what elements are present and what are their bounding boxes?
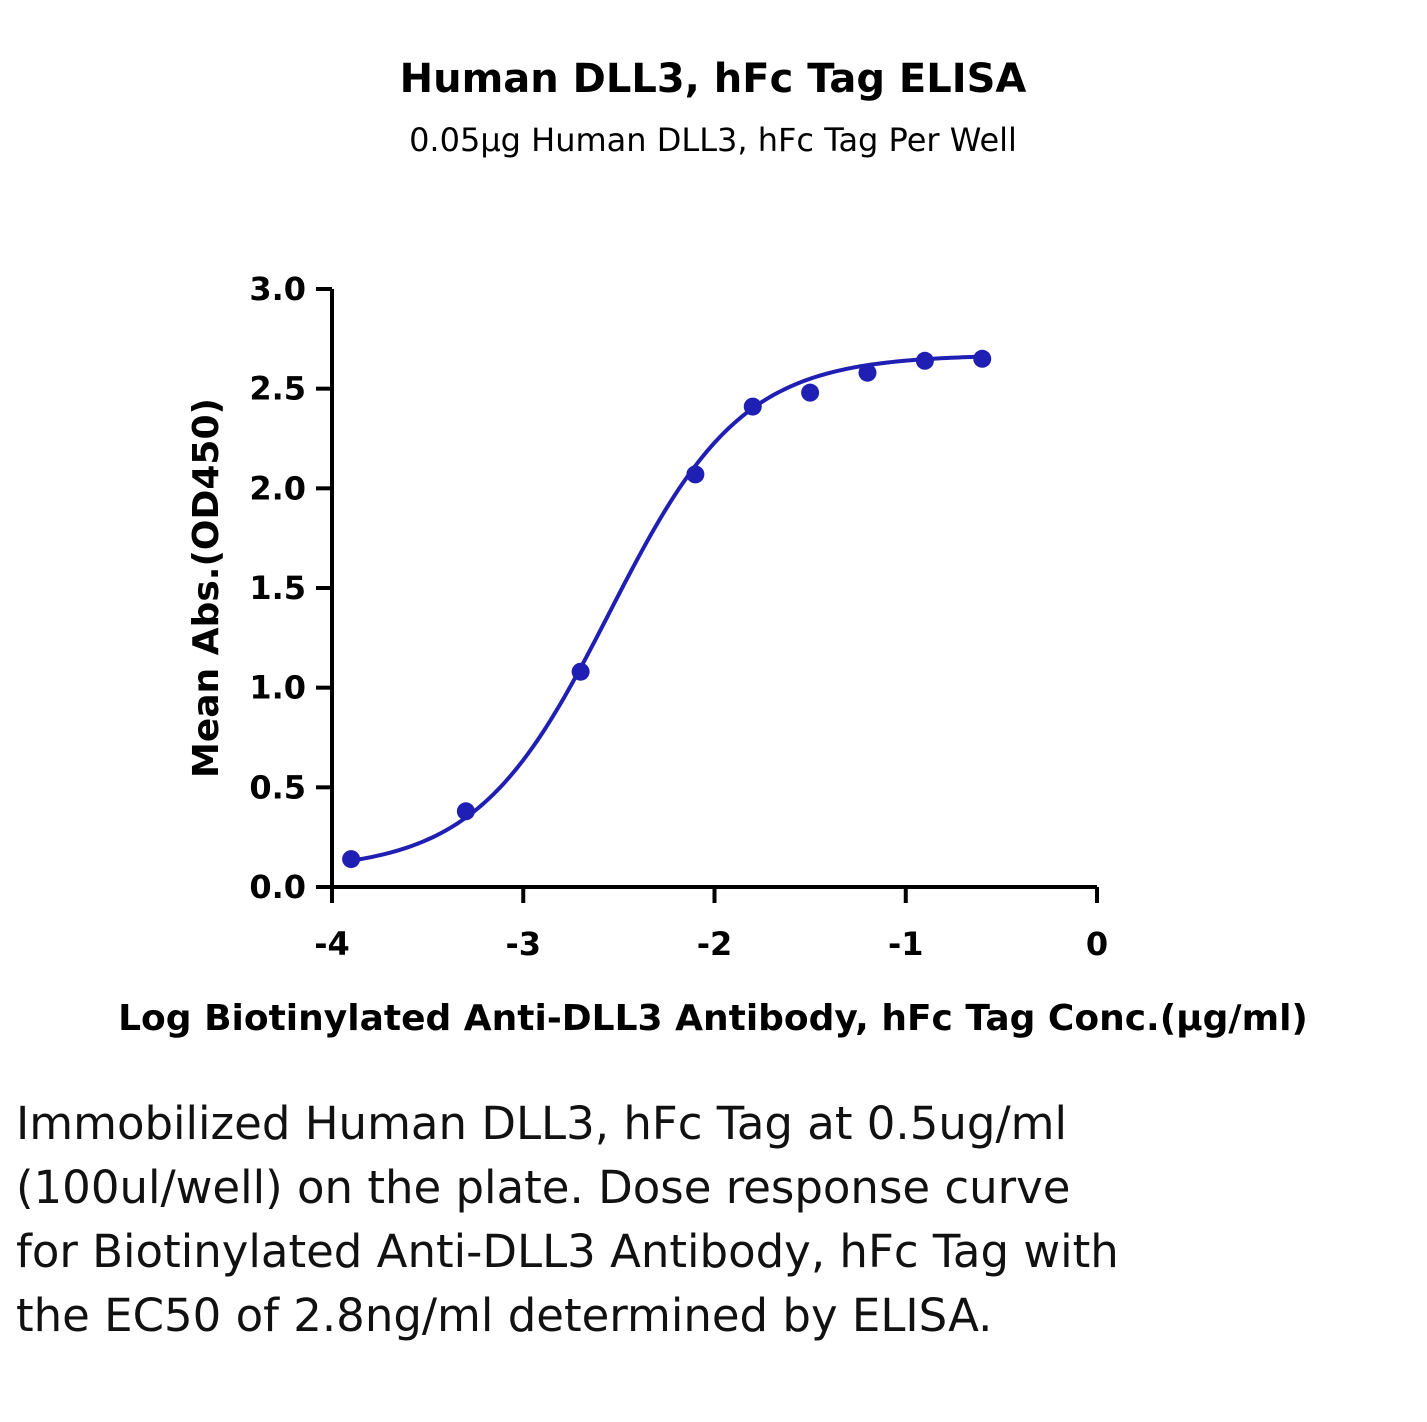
x-tick-label: 0	[1086, 925, 1108, 963]
y-tick-label: 2.5	[249, 370, 306, 408]
y-tick-label: 0.0	[249, 868, 306, 906]
data-point	[915, 351, 934, 370]
y-tick-label: 1.0	[249, 669, 306, 707]
axes: 0.0 0.5 1.0 1.5 2.0 2.5 3.0 -4 -3 -2 -1 0	[249, 270, 1108, 963]
chart-title: Human DLL3, hFc Tag ELISA	[400, 56, 1027, 102]
fit-curve-group	[350, 354, 983, 863]
data-point	[973, 349, 992, 368]
elisa-chart: Human DLL3, hFc Tag ELISA 0.05µg Human D…	[118, 56, 1308, 1039]
data-points	[342, 349, 992, 869]
data-point	[571, 662, 590, 681]
data-point	[858, 363, 877, 382]
y-tick-label: 3.0	[249, 270, 306, 308]
y-axis-label: Mean Abs.(OD450)	[186, 398, 227, 778]
x-tick-label: -1	[888, 925, 924, 963]
x-tick-label: -2	[697, 925, 733, 963]
y-tick-label: 2.0	[249, 469, 306, 507]
data-point	[686, 465, 705, 484]
data-point	[743, 397, 762, 416]
data-point	[801, 383, 820, 402]
x-tick-label: -3	[505, 925, 541, 963]
y-tick-label: 0.5	[249, 768, 306, 806]
data-point	[456, 802, 475, 821]
chart-subtitle: 0.05µg Human DLL3, hFc Tag Per Well	[409, 121, 1017, 159]
y-tick-label: 1.5	[249, 569, 306, 607]
x-tick-label: -4	[314, 925, 350, 963]
x-axis-label: Log Biotinylated Anti-DLL3 Antibody, hFc…	[118, 998, 1308, 1039]
caption-text: Immobilized Human DLL3, hFc Tag at 0.5ug…	[16, 1097, 1119, 1342]
fit-curve	[350, 354, 983, 863]
data-point	[342, 850, 361, 869]
